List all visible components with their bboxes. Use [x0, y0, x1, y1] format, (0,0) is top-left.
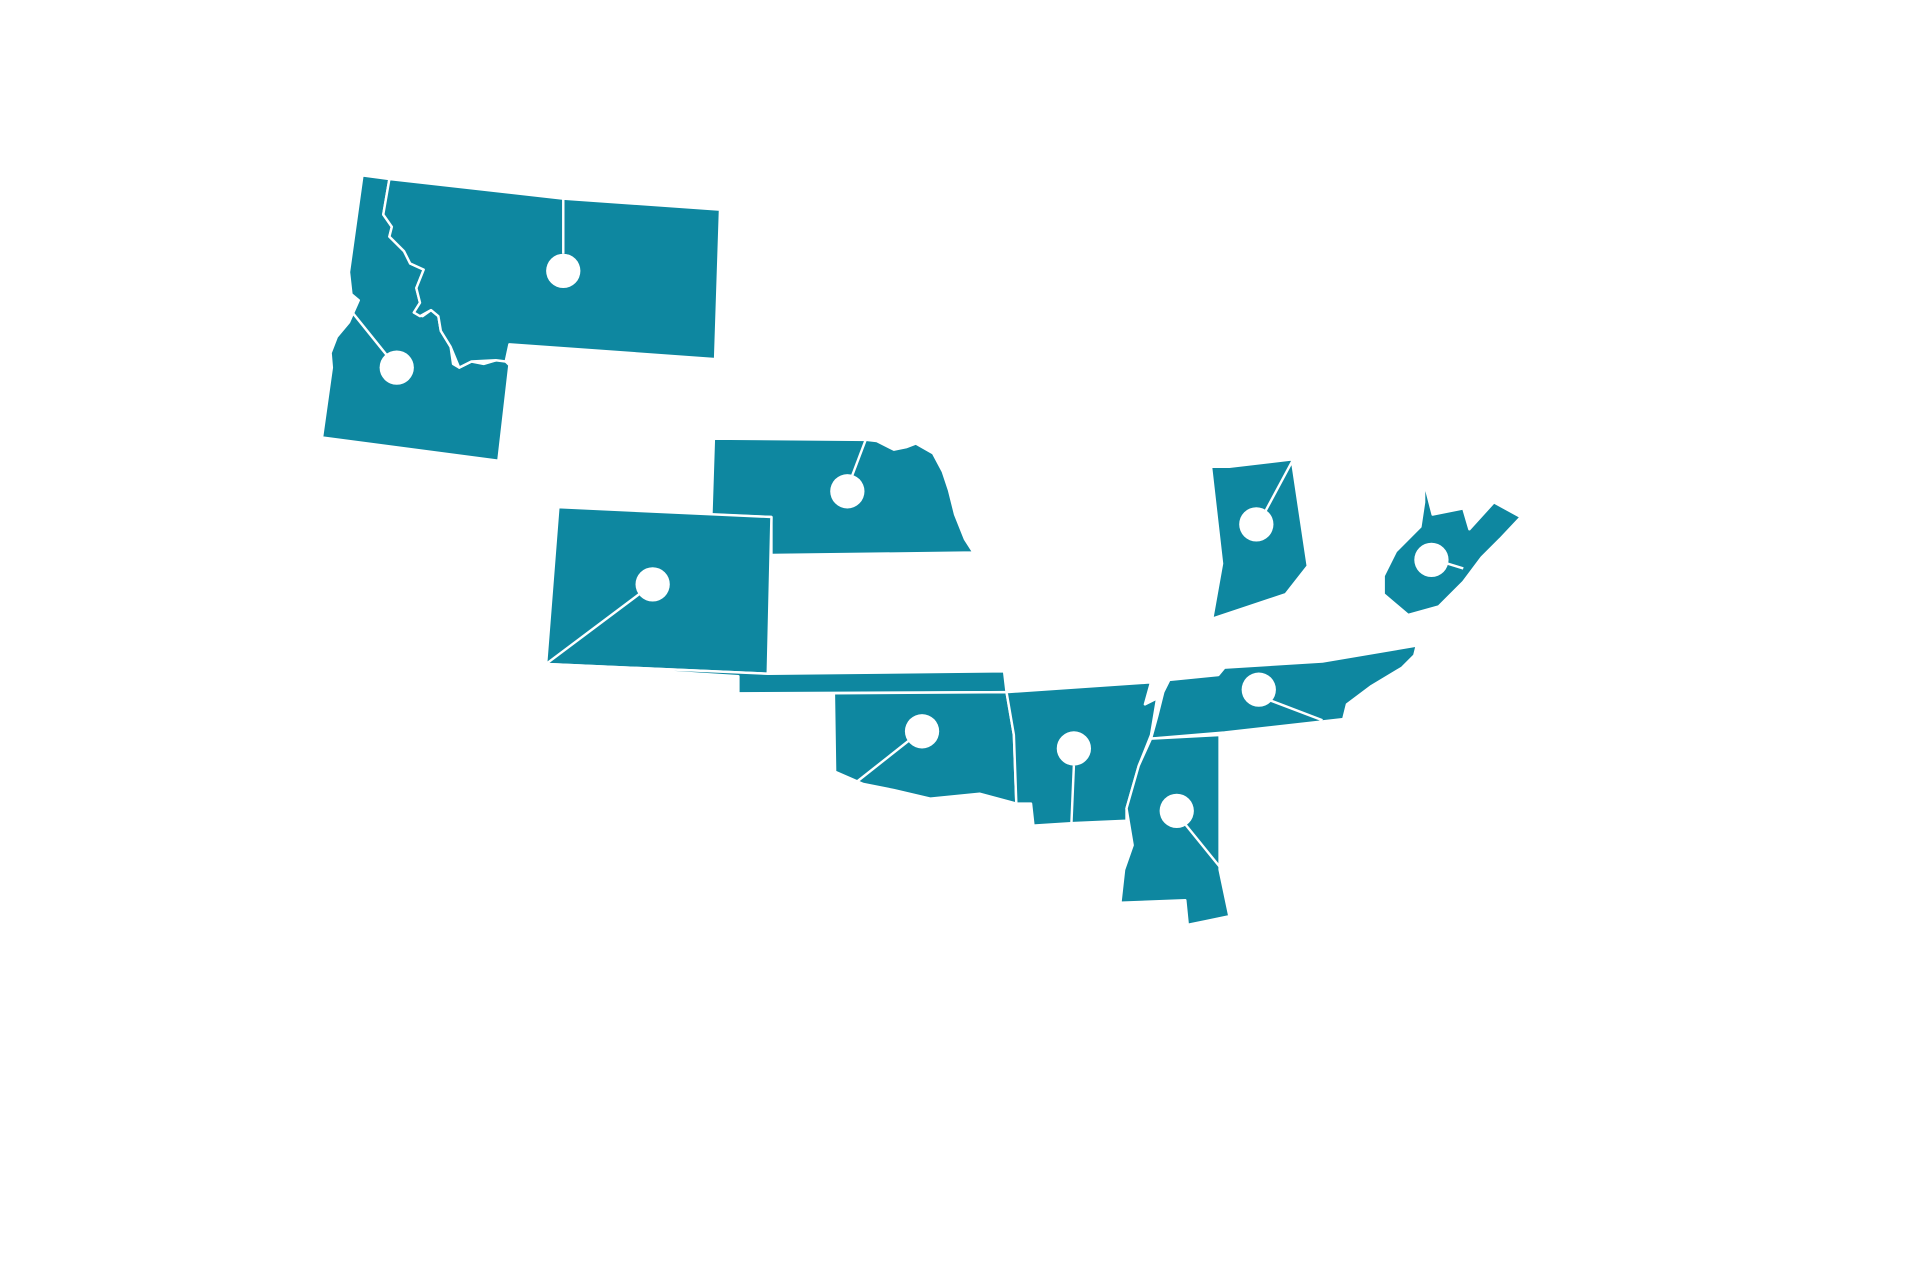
tennessee [1149, 644, 1418, 740]
leader-line [1270, 699, 1323, 722]
marker [1239, 507, 1274, 542]
leader-line [1263, 461, 1293, 513]
states [320, 174, 1523, 926]
kansas [544, 662, 1008, 695]
marker [635, 567, 670, 602]
marker [904, 714, 940, 749]
leader-line [856, 738, 911, 783]
leader-line [350, 310, 388, 357]
marker [1414, 542, 1449, 578]
marker [379, 350, 414, 385]
marker [1159, 793, 1194, 829]
marker [546, 253, 581, 289]
leader-line [1184, 823, 1223, 871]
markers [350, 198, 1464, 871]
leader-line [851, 439, 867, 476]
leader-line [1446, 562, 1464, 570]
marker [1241, 672, 1276, 707]
leader-line [1070, 765, 1076, 824]
west-virginia [1382, 480, 1523, 617]
marker [830, 474, 865, 509]
mississippi [1119, 733, 1231, 926]
leader-line [545, 593, 640, 665]
marker [1056, 731, 1092, 766]
